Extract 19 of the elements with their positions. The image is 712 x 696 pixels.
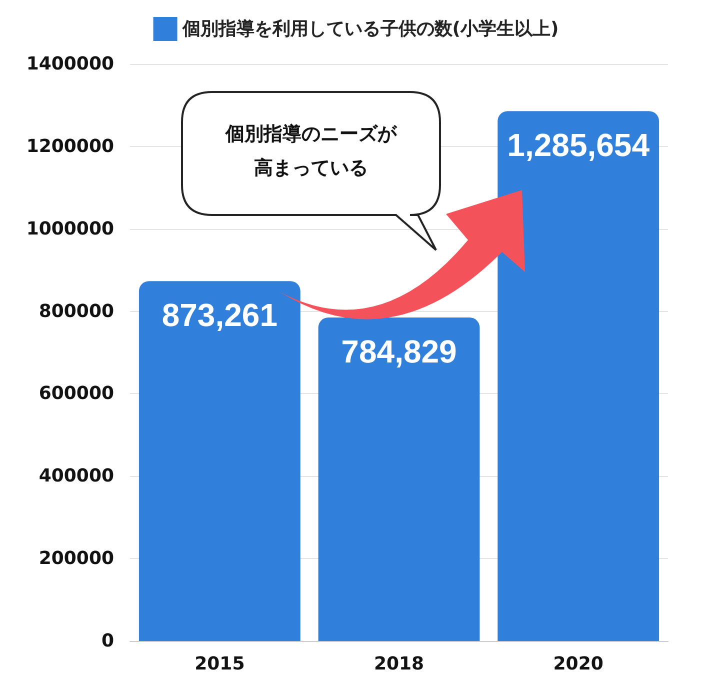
bar <box>498 111 660 641</box>
y-tick-label: 200000 <box>38 548 114 570</box>
x-tick-label: 2015 <box>194 654 245 674</box>
y-tick-label: 1200000 <box>26 136 114 157</box>
data-label: 873,261 <box>162 297 278 334</box>
bar <box>138 281 300 641</box>
y-tick-label: 800000 <box>38 300 114 322</box>
x-tick-label: 2018 <box>374 654 424 674</box>
annotation: 高まっている <box>254 157 368 179</box>
y-tick-label: 1400000 <box>26 54 114 74</box>
x-tick-label: 2020 <box>553 654 604 674</box>
annotation: 個別指導のニーズが <box>224 123 398 145</box>
data-label: 784,829 <box>341 334 457 370</box>
y-tick-label: 1000000 <box>26 218 114 240</box>
data-label: 1,285,654 <box>507 127 650 164</box>
y-tick-label: 400000 <box>38 466 114 487</box>
y-tick-label: 0 <box>101 630 114 652</box>
legend-label: 個別指導を利用している子供の数(小学生以上) <box>181 18 559 40</box>
y-tick-label: 600000 <box>38 383 114 404</box>
